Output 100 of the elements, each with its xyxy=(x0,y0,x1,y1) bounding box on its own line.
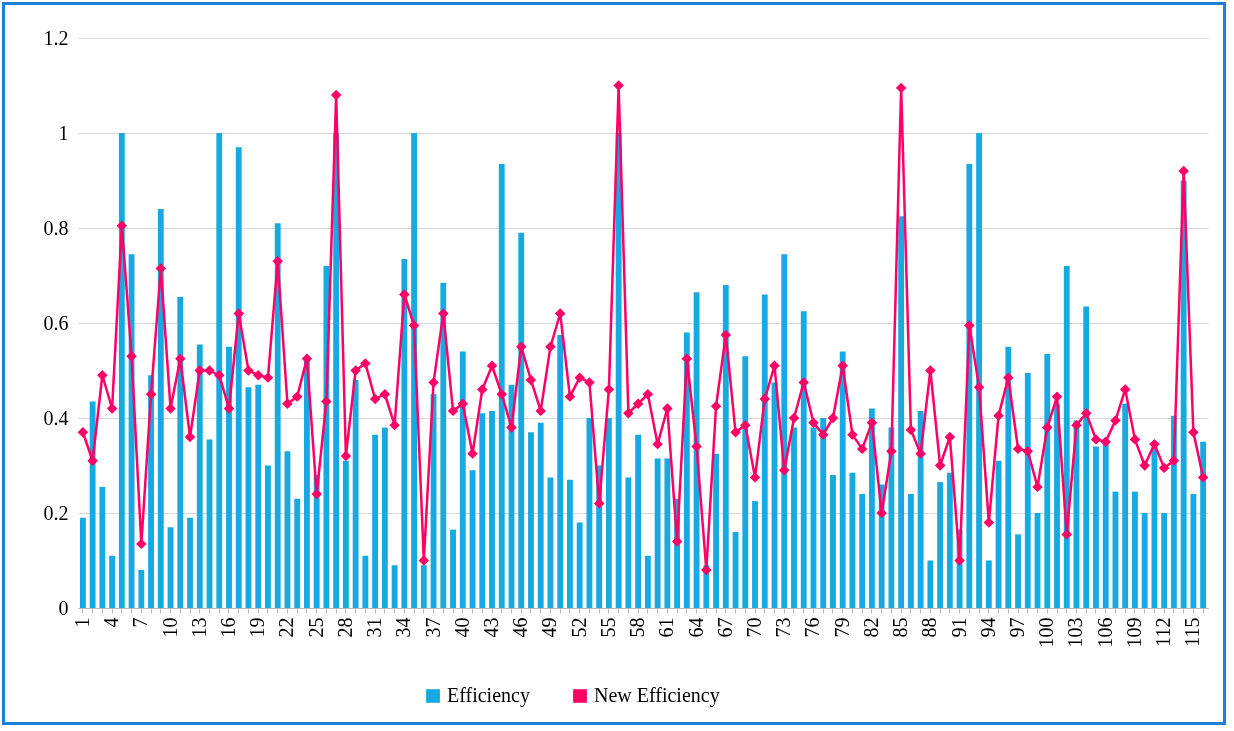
bar xyxy=(537,422,544,608)
bar xyxy=(839,351,846,608)
bar xyxy=(1015,534,1021,608)
bar xyxy=(781,254,788,608)
bar xyxy=(265,465,271,608)
x-tick-label: 52 xyxy=(567,617,590,638)
bar xyxy=(518,232,525,608)
bar xyxy=(177,296,184,608)
y-tick-label: 1.2 xyxy=(43,26,69,49)
bar xyxy=(498,163,505,608)
bar xyxy=(157,209,164,608)
bar xyxy=(79,517,86,608)
bar xyxy=(89,401,96,608)
y-tick-label: 0.2 xyxy=(43,501,69,524)
x-tick-label: 49 xyxy=(538,617,561,638)
x-tick-label: 34 xyxy=(392,617,415,638)
bar xyxy=(99,486,106,608)
x-tick-label: 46 xyxy=(509,617,532,638)
x-tick-label: 10 xyxy=(158,617,181,638)
bar xyxy=(605,418,612,608)
bar xyxy=(985,560,992,608)
bar xyxy=(576,522,583,608)
x-tick-label: 88 xyxy=(918,617,941,638)
y-tick-label: 0.4 xyxy=(43,406,69,429)
bar xyxy=(459,351,466,608)
bar xyxy=(450,529,456,608)
bar xyxy=(352,380,359,608)
bar xyxy=(800,311,807,608)
bar xyxy=(294,498,301,608)
bar xyxy=(937,482,944,608)
bar xyxy=(635,434,642,608)
legend-label: New Efficiency xyxy=(594,684,720,707)
bar xyxy=(528,432,534,608)
y-tick-label: 0 xyxy=(58,596,69,619)
x-tick-label: 97 xyxy=(1006,617,1029,638)
bar xyxy=(1161,513,1168,608)
bar xyxy=(898,216,905,608)
x-tick-label: 40 xyxy=(450,617,473,638)
bar xyxy=(742,356,749,608)
bar xyxy=(1200,441,1207,608)
bar xyxy=(235,147,242,608)
bar xyxy=(138,570,145,608)
bar xyxy=(187,517,193,608)
x-tick-label: 70 xyxy=(743,617,766,638)
bar xyxy=(381,427,388,608)
x-tick-label: 19 xyxy=(246,617,269,638)
bar xyxy=(664,458,671,608)
x-tick-label: 43 xyxy=(480,617,503,638)
y-tick-label: 0.6 xyxy=(43,311,69,334)
bar xyxy=(907,494,914,608)
bar xyxy=(196,344,203,608)
x-tick-label: 67 xyxy=(713,617,736,638)
bar xyxy=(1044,353,1051,608)
bar xyxy=(713,453,719,608)
bar xyxy=(1190,494,1197,608)
bar xyxy=(625,477,632,608)
bar xyxy=(654,458,661,608)
bar xyxy=(1083,306,1090,608)
bar xyxy=(1005,346,1012,608)
bar xyxy=(372,434,379,608)
bar xyxy=(791,427,797,608)
bar xyxy=(1024,372,1031,608)
bar xyxy=(479,413,486,608)
bar xyxy=(118,133,125,608)
x-tick-label: 64 xyxy=(684,617,707,638)
bar xyxy=(644,555,651,608)
bar xyxy=(109,555,116,608)
x-tick-label: 76 xyxy=(801,617,824,638)
x-tick-label: 1 xyxy=(70,617,93,628)
bar xyxy=(362,555,369,608)
x-tick-label: 82 xyxy=(859,617,882,638)
bar xyxy=(830,475,836,608)
x-tick-label: 103 xyxy=(1064,617,1087,648)
bar xyxy=(216,133,223,608)
x-tick-label: 100 xyxy=(1035,617,1058,648)
bar xyxy=(927,560,934,608)
x-tick-label: 37 xyxy=(421,617,444,638)
x-tick-label: 16 xyxy=(216,617,239,638)
bar xyxy=(255,384,262,608)
x-tick-label: 31 xyxy=(363,617,386,638)
bar xyxy=(567,479,573,608)
x-tick-label: 106 xyxy=(1093,617,1116,648)
bar xyxy=(391,565,398,608)
bar xyxy=(1141,513,1148,608)
bar xyxy=(440,282,447,608)
x-tick-label: 58 xyxy=(626,617,649,638)
bar xyxy=(1122,403,1129,608)
x-tick-label: 25 xyxy=(304,617,327,638)
legend-label: Efficiency xyxy=(447,684,530,707)
x-tick-label: 109 xyxy=(1122,617,1145,648)
bar xyxy=(820,418,827,608)
bar xyxy=(557,334,564,608)
bar xyxy=(946,472,953,608)
x-tick-label: 91 xyxy=(947,617,970,638)
bar xyxy=(761,294,768,608)
x-tick-label: 55 xyxy=(596,617,619,638)
bar xyxy=(401,258,408,608)
x-tick-label: 4 xyxy=(100,617,123,628)
x-tick-label: 7 xyxy=(129,617,152,628)
x-tick-label: 22 xyxy=(275,617,298,638)
